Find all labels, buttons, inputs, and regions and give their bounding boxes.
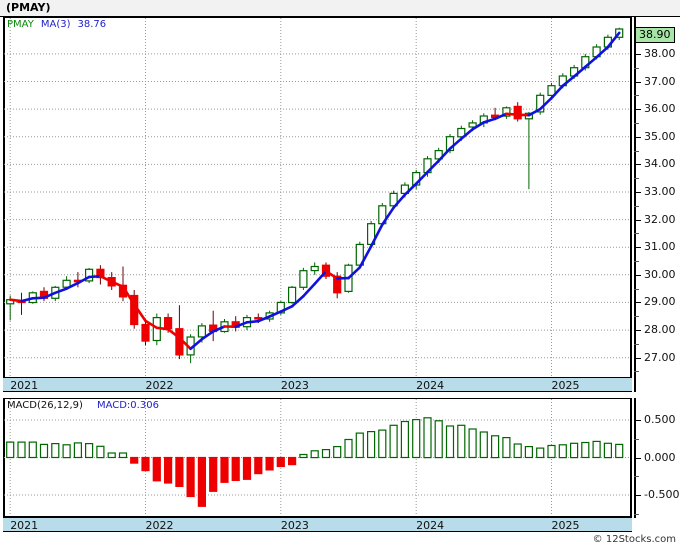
- macd-x-tick-label: 2021: [10, 519, 39, 532]
- price-x-tick-label: 2024: [416, 379, 445, 392]
- legend-macd-value: MACD:0.306: [96, 400, 159, 411]
- price-tick-mark: [634, 247, 641, 249]
- price-tick-label: 28.00: [644, 323, 676, 337]
- copyright-credit: © 12Stocks.com: [592, 534, 676, 545]
- page-title: (PMAY): [6, 1, 51, 14]
- macd-tick-mark: [634, 457, 641, 459]
- price-minor-tick: [634, 233, 639, 235]
- price-minor-tick: [634, 261, 639, 262]
- title-bar: (PMAY): [0, 0, 680, 17]
- price-x-tick-label: 2021: [10, 379, 39, 392]
- price-x-axis: 2021 2022 2023 2024 2025: [3, 377, 632, 392]
- macd-minor-tick: [634, 438, 639, 440]
- price-minor-tick: [634, 288, 639, 290]
- price-tick-label: 30.00: [644, 267, 676, 281]
- macd-tick-mark: [634, 420, 641, 421]
- macd-x-tick-label: 2023: [280, 519, 309, 532]
- price-tick-label: 32.00: [644, 212, 676, 226]
- price-tick-mark: [634, 136, 641, 138]
- price-tick-mark: [634, 274, 641, 276]
- price-axis-line: [634, 17, 636, 392]
- price-tick-label: 38.00: [644, 46, 676, 60]
- price-tick-mark: [634, 109, 641, 111]
- price-minor-tick: [634, 122, 639, 124]
- price-tick-mark: [634, 164, 641, 166]
- price-tick-label: 31.00: [644, 240, 676, 254]
- macd-tick-label: -0.500: [644, 488, 680, 501]
- price-plot: [4, 18, 631, 377]
- price-tick-mark: [634, 53, 641, 55]
- price-tick-label: 36.00: [644, 102, 676, 116]
- price-tick-mark: [634, 357, 641, 359]
- price-tick-label: 37.00: [644, 74, 676, 88]
- macd-minor-tick: [634, 513, 639, 515]
- price-tick-mark: [634, 330, 641, 332]
- price-minor-tick: [634, 371, 639, 373]
- price-tick-mark: [634, 302, 641, 304]
- macd-tick-mark: [634, 495, 641, 496]
- price-legend: PMAY MA(3) 38.76: [7, 19, 106, 30]
- price-tick-mark: [634, 81, 641, 83]
- price-tick-label: 27.00: [644, 350, 676, 364]
- price-chart-panel: [3, 17, 632, 389]
- legend-ma-label: MA(3): [40, 19, 71, 30]
- price-tick-label: 35.00: [644, 129, 676, 143]
- macd-x-tick-label: 2025: [551, 519, 580, 532]
- macd-legend: MACD(26,12,9) MACD:0.306: [7, 400, 159, 411]
- price-tick-label: 34.00: [644, 157, 676, 171]
- macd-tick-label: 0.000: [644, 450, 676, 464]
- price-x-tick-label: 2022: [145, 379, 174, 392]
- price-minor-tick: [634, 205, 639, 207]
- macd-tick-label: 0.500: [644, 413, 676, 426]
- price-minor-tick: [634, 178, 639, 180]
- price-minor-tick: [634, 343, 639, 345]
- price-minor-tick: [634, 316, 639, 318]
- macd-x-tick-label: 2022: [145, 519, 174, 532]
- price-tick-mark: [634, 191, 641, 193]
- price-tick-label: 33.00: [644, 184, 676, 198]
- price-minor-tick: [634, 67, 639, 69]
- price-minor-tick: [634, 150, 639, 152]
- price-minor-tick: [634, 95, 639, 97]
- macd-y-axis: 0.500 0.000 -0.500: [634, 398, 680, 518]
- price-tick-label: 29.00: [644, 295, 676, 309]
- price-tick-mark: [634, 219, 641, 221]
- macd-x-tick-label: 2024: [416, 519, 445, 532]
- macd-minor-tick: [634, 476, 639, 478]
- macd-x-axis: 2021 2022 2023 2024 2025: [3, 517, 632, 532]
- price-x-tick-label: 2023: [280, 379, 309, 392]
- legend-symbol: PMAY: [7, 19, 34, 30]
- legend-ma-value: 38.76: [77, 19, 107, 30]
- legend-macd-label: MACD(26,12,9): [7, 400, 83, 411]
- price-x-tick-label: 2025: [551, 379, 580, 392]
- macd-plot: [4, 399, 631, 516]
- price-y-axis: 38.00 37.00 36.00 35.00 34.00 33.00 32.00 31.00…: [634, 17, 680, 392]
